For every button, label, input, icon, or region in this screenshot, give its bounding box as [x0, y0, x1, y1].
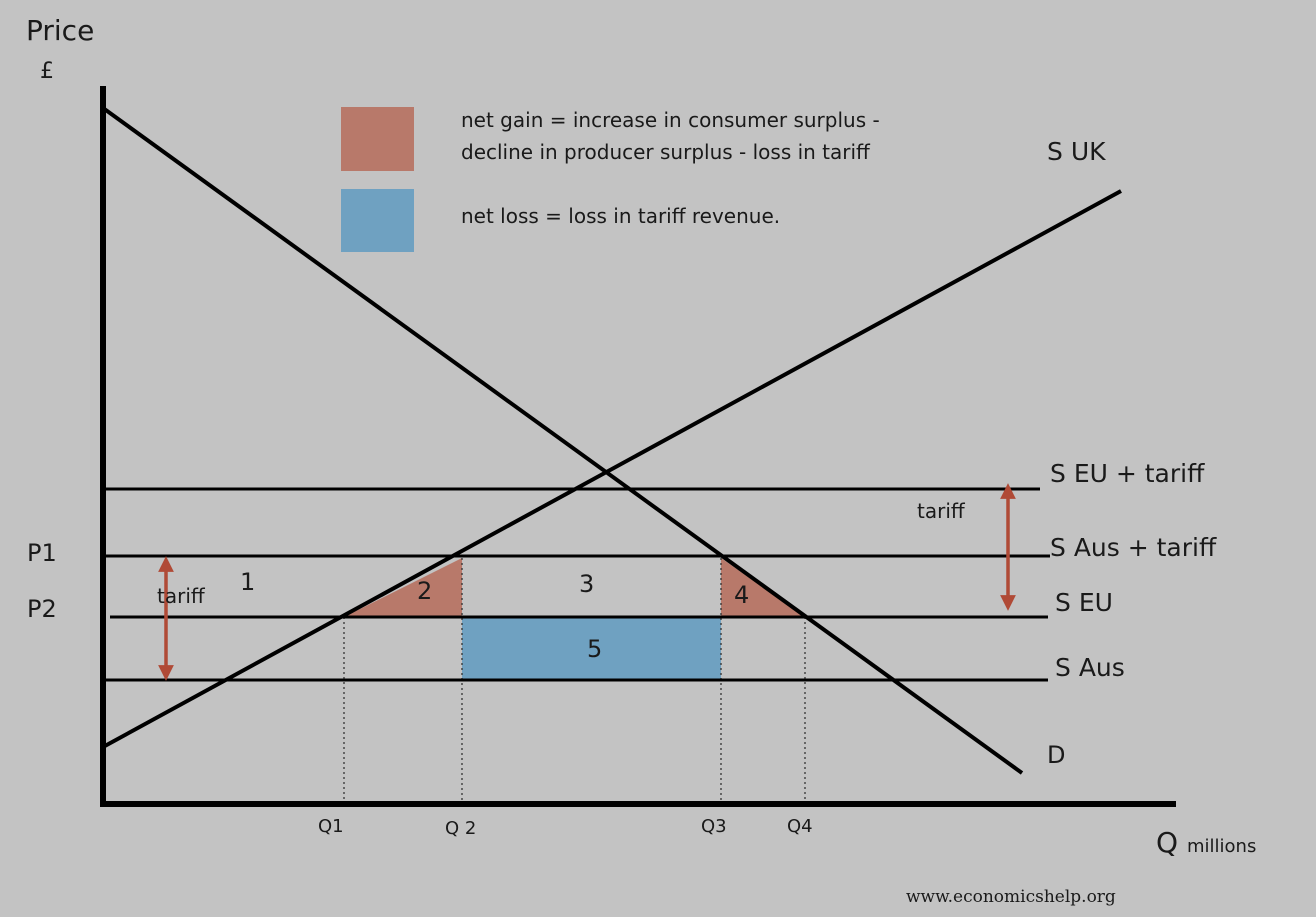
p1-label: P1 — [27, 539, 57, 567]
area-2-label: 2 — [417, 577, 432, 605]
tariff-left-label: tariff — [157, 584, 206, 608]
legend-loss-swatch — [341, 189, 414, 252]
p2-label: P2 — [27, 595, 57, 623]
supply-uk-label: S UK — [1047, 137, 1106, 166]
legend-gain-line1: net gain = increase in consumer surplus … — [461, 108, 880, 132]
area-2-triangle — [344, 558, 462, 617]
x-axis-title: Q — [1156, 826, 1178, 859]
legend-gain-swatch — [341, 107, 414, 171]
q4-label: Q4 — [787, 816, 813, 837]
s-eu-label: S EU — [1055, 588, 1113, 617]
s-aus-tariff-label: S Aus + tariff — [1050, 533, 1217, 562]
x-axis-unit: millions — [1187, 836, 1256, 857]
area-5-label: 5 — [587, 635, 602, 663]
q1-label: Q1 — [318, 816, 344, 837]
q2-label: Q 2 — [445, 818, 476, 839]
demand-label: D — [1047, 741, 1065, 769]
area-4-label: 4 — [734, 581, 749, 609]
area-1-label: 1 — [240, 568, 255, 596]
y-axis-unit: £ — [40, 59, 54, 84]
tariff-right-label: tariff — [917, 499, 966, 523]
s-eu-tariff-label: S EU + tariff — [1050, 459, 1205, 488]
legend-loss-text: net loss = loss in tariff revenue. — [461, 204, 780, 228]
area-3-label: 3 — [579, 570, 594, 598]
q3-label: Q3 — [701, 816, 727, 837]
source-watermark: www.economicshelp.org — [906, 887, 1116, 907]
s-aus-label: S Aus — [1055, 653, 1125, 682]
area-5-rectangle — [462, 617, 721, 680]
y-axis-title: Price — [26, 14, 94, 47]
demand-line — [101, 106, 1024, 775]
supply-uk-line — [102, 189, 1122, 749]
legend-gain-line2: decline in producer surplus - loss in ta… — [461, 140, 871, 164]
